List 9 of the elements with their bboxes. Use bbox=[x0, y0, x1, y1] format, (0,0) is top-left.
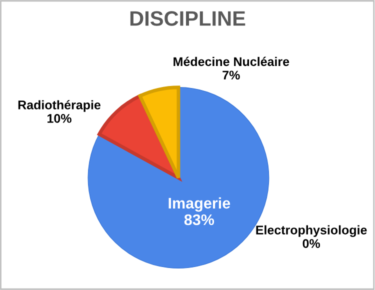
data-label: 10% bbox=[48, 114, 72, 123]
chart-title: DISCIPLINE bbox=[130, 11, 246, 26]
data-label: 83% bbox=[184, 214, 214, 226]
category-label: Electrophysiologie bbox=[256, 225, 367, 237]
slice-label: Imagerie bbox=[168, 197, 230, 212]
slice-label: Radiothérapie bbox=[18, 100, 100, 112]
data-label: 7% bbox=[222, 70, 240, 80]
text: 0% bbox=[302, 239, 320, 248]
slice-label: Médecine Nucléaire bbox=[174, 56, 290, 66]
